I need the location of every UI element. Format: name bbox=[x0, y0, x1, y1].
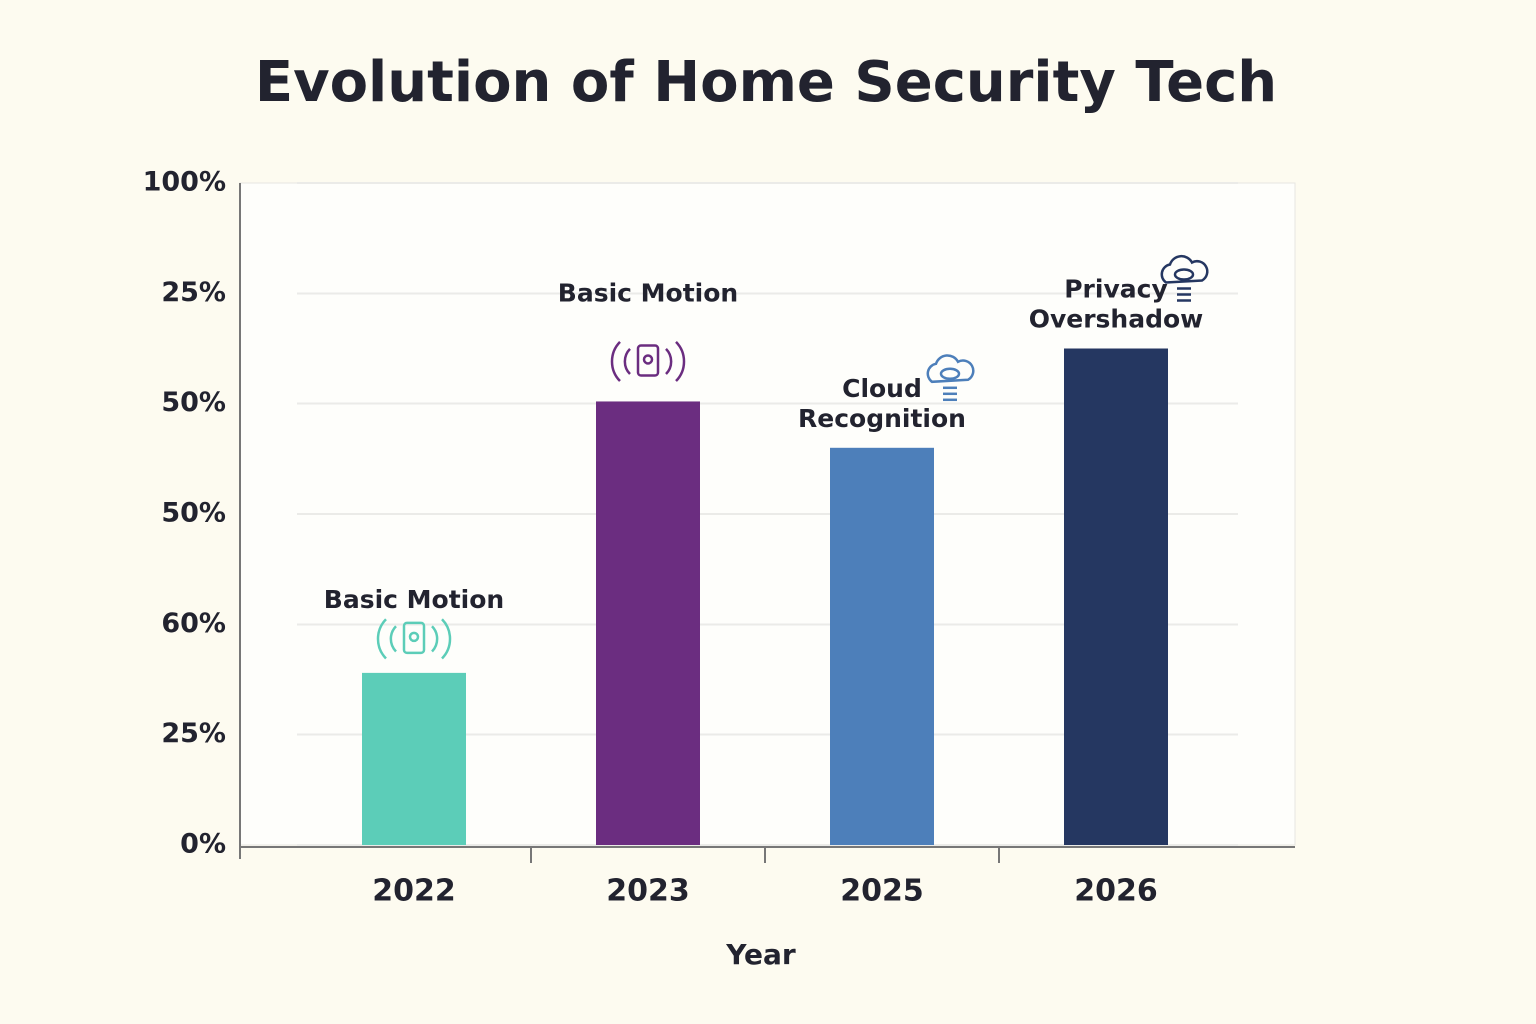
icon-wave bbox=[665, 347, 673, 375]
icon-wave bbox=[610, 340, 621, 382]
icon-lens bbox=[408, 631, 420, 643]
bar bbox=[1064, 348, 1168, 845]
y-tick-label: 0% bbox=[180, 829, 226, 860]
y-tick-label: 25% bbox=[161, 718, 226, 749]
bar-annotation: Basic Motion bbox=[324, 585, 504, 614]
icon-wave bbox=[675, 340, 686, 382]
x-tick-label: 2022 bbox=[372, 874, 456, 909]
icon-cloud bbox=[926, 354, 975, 384]
x-tick-label: 2025 bbox=[840, 874, 924, 909]
bar bbox=[596, 401, 700, 845]
icon-wave bbox=[389, 625, 397, 653]
y-tick-label: 25% bbox=[161, 277, 226, 308]
chart-title: Evolution of Home Security Tech bbox=[255, 50, 1277, 115]
bar-icon bbox=[610, 340, 686, 382]
bar-annotation: Basic Motion bbox=[558, 278, 738, 307]
icon-wave bbox=[431, 625, 439, 653]
bar-annotation: Recognition bbox=[798, 404, 966, 433]
bar-annotation: Overshadow bbox=[1029, 305, 1204, 334]
icon-wave bbox=[623, 347, 631, 375]
bar bbox=[362, 672, 466, 845]
icon-wave bbox=[441, 618, 452, 660]
icon-body bbox=[636, 344, 660, 377]
icon-wave bbox=[376, 618, 387, 660]
x-tick-label: 2023 bbox=[606, 874, 690, 909]
y-tick-label: 60% bbox=[161, 608, 226, 639]
icon-lens bbox=[642, 354, 654, 365]
bar-icon bbox=[926, 354, 975, 402]
icon-body bbox=[402, 621, 426, 655]
bar bbox=[830, 447, 934, 845]
icon-eye bbox=[1173, 268, 1195, 281]
y-tick-label: 100% bbox=[143, 167, 226, 198]
y-tick-label: 50% bbox=[161, 387, 226, 418]
x-tick-label: 2026 bbox=[1074, 874, 1158, 909]
bar-icon bbox=[376, 618, 452, 660]
icon-cloud bbox=[1160, 254, 1209, 284]
y-tick-label: 50% bbox=[161, 498, 226, 529]
bar-annotation: Cloud bbox=[842, 374, 922, 403]
bar-icon bbox=[1160, 254, 1209, 302]
x-axis-title: Year bbox=[725, 938, 796, 971]
bar-annotation: Privacy bbox=[1064, 275, 1168, 304]
icon-eye bbox=[939, 367, 961, 381]
